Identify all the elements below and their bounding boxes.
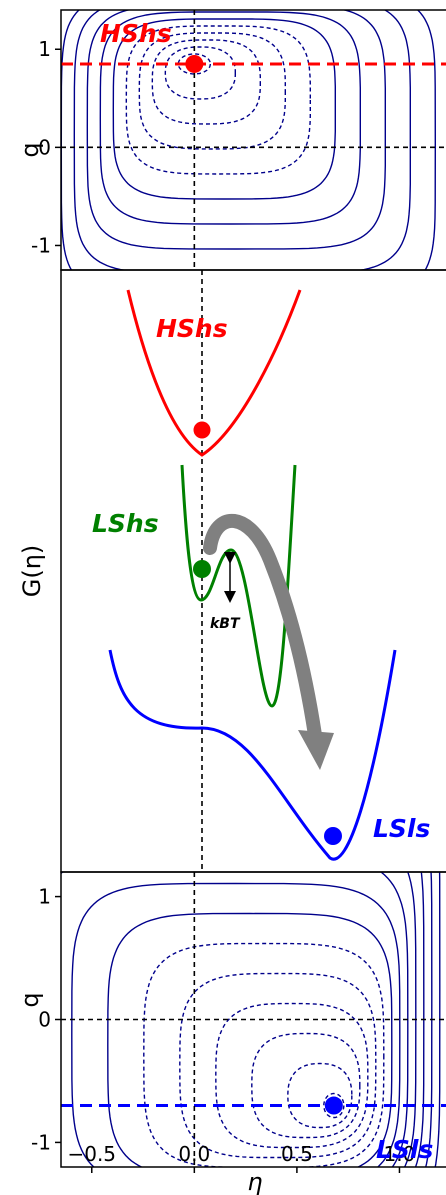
hshs-top-label: HShs — [100, 19, 172, 48]
contour-line-dashed — [215, 1002, 369, 1149]
y-tick-label: -1 — [31, 233, 51, 257]
lsls-curve-point — [324, 827, 342, 845]
bottom-y-label: q — [16, 992, 44, 1007]
contour-line — [112, 18, 336, 200]
lsls-minimum-point — [324, 1096, 343, 1115]
x-tick-label: 1.0 — [384, 1142, 416, 1166]
top-y-label: q — [16, 142, 44, 157]
contour-line-dashed — [125, 25, 311, 175]
top-contours — [61, 10, 437, 270]
hshs-curve — [126, 289, 302, 457]
x-tick-label: 0.0 — [178, 1142, 210, 1166]
lshs-curve — [180, 464, 297, 708]
middle-y-label: G(η) — [18, 545, 46, 598]
contour-line — [71, 882, 401, 1167]
contour-line-dashed — [177, 53, 211, 75]
contour-line — [107, 912, 393, 1167]
contour-line-dashed — [164, 46, 236, 100]
top-panel: 1 0 -1 q HShs — [16, 9, 446, 271]
lsls-bottom-label: LSls — [376, 1135, 433, 1164]
transition-arrow — [203, 514, 334, 770]
contour-line-dashed — [151, 39, 261, 125]
bottom-x-label: η — [247, 1168, 262, 1195]
middle-panel: G(η) HShs LShs LSls kBT — [18, 269, 446, 873]
contour-line-dashed — [251, 1032, 361, 1139]
contour-line-dashed — [179, 972, 377, 1159]
y-tick-label: 1 — [38, 37, 51, 61]
contour-line — [86, 10, 386, 250]
contour-line — [73, 10, 411, 270]
bottom-ticks: 1 0 -1 −0.5 0.0 0.5 1.0 — [31, 885, 415, 1173]
contour-line-dashed — [143, 942, 385, 1167]
lshs-curve-label: LShs — [92, 509, 159, 538]
top-guides — [61, 10, 446, 270]
x-tick-label: −0.5 — [67, 1142, 116, 1166]
middle-panel-frame — [60, 269, 446, 873]
hshs-curve-point — [193, 421, 211, 439]
kbt-label: kBT — [210, 616, 241, 632]
contour-line-dashed — [138, 32, 286, 150]
hshs-curve-label: HShs — [156, 314, 228, 343]
contour-line — [61, 10, 62, 12]
bottom-panel: 1 0 -1 −0.5 0.0 0.5 1.0 q η LSls — [16, 871, 446, 1195]
y-tick-label: -1 — [31, 1130, 51, 1154]
bottom-contours — [61, 872, 441, 1167]
lshs-curve-point — [193, 560, 211, 578]
contour-line — [434, 872, 441, 1167]
lsls-curve — [108, 649, 397, 861]
x-tick-label: 0.5 — [281, 1142, 313, 1166]
contour-line — [403, 872, 417, 1167]
y-tick-label: 0 — [38, 135, 51, 159]
bottom-guides — [61, 872, 446, 1167]
y-tick-label: 0 — [38, 1008, 51, 1032]
contour-line — [99, 11, 361, 225]
top-y-ticks: 1 0 -1 — [31, 37, 61, 257]
contour-line-dashed — [287, 1062, 353, 1129]
contour-line-dashed — [323, 1092, 345, 1119]
hshs-minimum-point — [185, 54, 204, 73]
lsls-curve-label: LSls — [373, 814, 430, 843]
contour-line — [414, 872, 425, 1167]
y-tick-label: 1 — [38, 885, 51, 909]
